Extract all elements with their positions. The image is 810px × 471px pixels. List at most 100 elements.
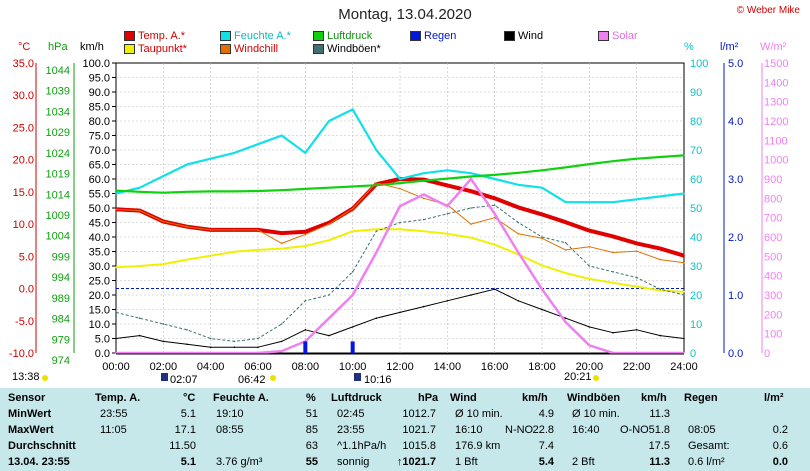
pressure-tick-label: 1039 bbox=[46, 86, 70, 98]
rain-tick-label: 3.0 bbox=[728, 174, 743, 186]
table-cell-t-time: 23:55 bbox=[100, 408, 128, 420]
stats-table: Sensor Temp. A. °C Feuchte A. % Luftdruc… bbox=[0, 388, 810, 471]
legend-dewpoint: Taupunkt* bbox=[124, 43, 187, 55]
data-point-1 bbox=[635, 198, 638, 201]
table-cell-h-time: 3.76 g/m³ bbox=[216, 456, 263, 468]
data-point-2 bbox=[162, 191, 165, 194]
solar-tick-label: 1300 bbox=[764, 97, 788, 109]
legend-swatch-solar bbox=[598, 31, 609, 41]
data-point-6 bbox=[162, 323, 165, 325]
data-point-4 bbox=[612, 251, 614, 254]
solar-tick-label: 200 bbox=[764, 309, 782, 321]
pressure-tick-label: 1034 bbox=[46, 106, 70, 118]
data-point-4 bbox=[257, 229, 259, 231]
data-point-3 bbox=[351, 230, 354, 232]
temp-tick-label: 30.0 bbox=[13, 90, 34, 102]
legend-swatch-wind bbox=[504, 31, 515, 41]
legend-label-solar: Solar bbox=[612, 30, 638, 42]
data-point-3 bbox=[138, 265, 141, 267]
data-point-0 bbox=[517, 206, 520, 209]
pressure-tick-label: 994 bbox=[52, 272, 70, 284]
wind-tick-label: 15.0 bbox=[89, 305, 110, 317]
x-tick-label: 04:00 bbox=[197, 361, 225, 373]
table-cell-t-time: 11:05 bbox=[100, 424, 127, 436]
data-point-5 bbox=[375, 317, 378, 320]
data-point-4 bbox=[635, 250, 638, 252]
data-point-4 bbox=[375, 182, 378, 184]
data-point-2 bbox=[280, 189, 283, 191]
pressure-tick-label: 984 bbox=[52, 314, 70, 326]
legend-label-temp: Temp. A.* bbox=[138, 30, 186, 42]
table-cell-r-time: Gesamt: bbox=[688, 440, 730, 452]
pressure-tick-label: 1029 bbox=[46, 127, 70, 139]
wind-tick-label: 55.0 bbox=[89, 189, 110, 201]
table-cell-w-lbl: Ø 10 min. bbox=[455, 408, 503, 420]
x-tick-label: 06:00 bbox=[244, 361, 272, 373]
data-point-5 bbox=[635, 329, 638, 331]
legend-swatch-humidity bbox=[220, 31, 231, 41]
data-point-6 bbox=[541, 236, 543, 238]
data-point-4 bbox=[351, 207, 354, 210]
header-humidity-unit: % bbox=[306, 392, 316, 404]
data-point-7 bbox=[162, 352, 165, 354]
data-point-4 bbox=[280, 242, 283, 245]
data-point-3 bbox=[612, 281, 614, 284]
humidity-tick-label: 40 bbox=[690, 232, 702, 244]
data-point-1 bbox=[399, 178, 401, 180]
data-point-7 bbox=[138, 352, 141, 354]
data-point-5 bbox=[588, 326, 591, 328]
data-point-4 bbox=[588, 245, 591, 248]
table-cell-g-val: 51.8 bbox=[648, 424, 670, 436]
data-point-0 bbox=[659, 247, 662, 250]
data-point-2 bbox=[564, 166, 567, 169]
data-point-5 bbox=[446, 300, 449, 302]
data-point-2 bbox=[138, 191, 141, 193]
header-rain-unit: l/m² bbox=[764, 392, 784, 404]
data-point-1 bbox=[659, 195, 662, 198]
data-point-6 bbox=[280, 323, 283, 325]
rain-tick-label: 2.0 bbox=[728, 232, 743, 244]
data-point-3 bbox=[186, 258, 188, 261]
data-point-4 bbox=[470, 223, 472, 225]
sunrise-label: 06:42 bbox=[238, 374, 266, 386]
legend-swatch-temp bbox=[124, 31, 135, 41]
start-time-label: 13:38 bbox=[12, 371, 40, 383]
legend-pressure: Luftdruck bbox=[313, 30, 372, 42]
humidity-tick-label: 10 bbox=[690, 319, 702, 331]
data-point-4 bbox=[115, 208, 117, 211]
solar-tick-label: 500 bbox=[764, 251, 782, 263]
table-cell-w-lbl: 176.9 km bbox=[455, 440, 501, 452]
data-point-2 bbox=[493, 174, 496, 176]
data-point-1 bbox=[257, 143, 259, 145]
wind-axis-unit: km/h bbox=[80, 41, 104, 53]
humidity-tick-label: 100 bbox=[690, 58, 708, 70]
legend-solar: Solar bbox=[598, 30, 638, 42]
data-point-4 bbox=[659, 258, 662, 261]
legend-swatch-pressure bbox=[313, 31, 324, 41]
credit-text[interactable]: © Weber Mike bbox=[736, 5, 800, 16]
wind-tick-label: 25.0 bbox=[89, 276, 110, 288]
legend-swatch-dewpoint bbox=[124, 44, 135, 54]
data-point-4 bbox=[328, 223, 330, 225]
data-point-6 bbox=[233, 340, 236, 343]
data-point-0 bbox=[328, 222, 330, 224]
table-cell-h-time: 08:55 bbox=[216, 424, 244, 436]
data-point-2 bbox=[399, 182, 401, 184]
data-point-5 bbox=[683, 337, 685, 340]
data-point-6 bbox=[351, 271, 354, 273]
table-cell-r-val: 0.6 bbox=[772, 440, 788, 452]
rain-tick-label: 0.0 bbox=[728, 348, 743, 360]
data-point-2 bbox=[635, 157, 638, 160]
data-point-5 bbox=[257, 346, 259, 349]
data-point-3 bbox=[588, 278, 591, 280]
data-point-5 bbox=[541, 308, 543, 311]
data-point-7 bbox=[541, 288, 543, 291]
data-point-5 bbox=[399, 311, 401, 314]
x-tick-label: 20:00 bbox=[576, 361, 604, 373]
wind-tick-label: 85.0 bbox=[89, 102, 110, 114]
table-cell-g-dir: O-NO bbox=[620, 424, 649, 436]
data-point-3 bbox=[115, 266, 117, 269]
moon-event-2: 10:16 bbox=[364, 374, 392, 386]
humidity-tick-label: 70 bbox=[690, 145, 702, 157]
data-point-4 bbox=[422, 197, 425, 200]
